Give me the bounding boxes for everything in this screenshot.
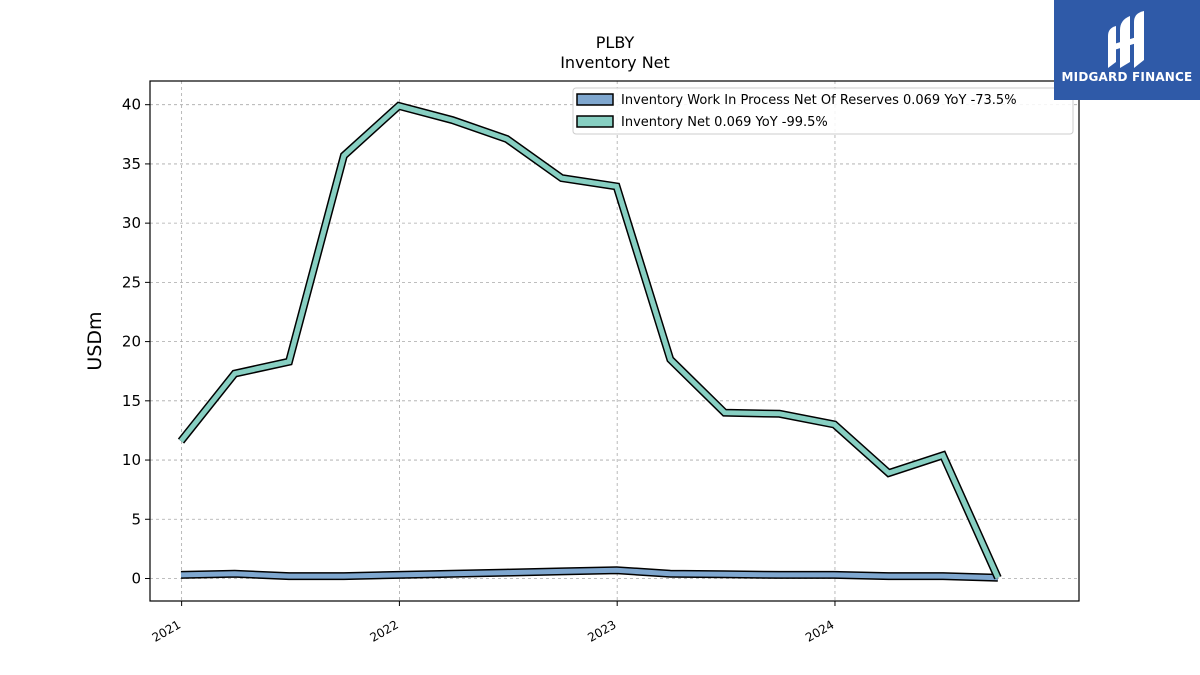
legend-label-inventory-net: Inventory Net 0.069 YoY -99.5% xyxy=(621,115,828,130)
y-tick-label: 40 xyxy=(122,96,141,114)
legend-box xyxy=(572,87,1074,135)
y-tick-label: 0 xyxy=(131,569,141,587)
x-tick-label: 2023 xyxy=(585,617,618,644)
y-tick-label: 5 xyxy=(131,510,141,528)
x-tick-label: 2024 xyxy=(803,617,836,644)
series-stroke xyxy=(179,103,1001,579)
brand-name: MIDGARD FINANCE xyxy=(1061,70,1193,84)
y-tick-label: 10 xyxy=(122,451,141,469)
y-tick-label: 15 xyxy=(122,392,141,410)
y-tick-label: 20 xyxy=(122,333,141,351)
y-axis-label: USDm xyxy=(84,311,106,370)
y-tick-label: 30 xyxy=(122,214,141,232)
chart-subtitle: Inventory Net xyxy=(560,53,670,72)
series-line-1 xyxy=(177,101,1002,580)
legend-swatch-inventory-net xyxy=(576,115,614,128)
y-tick-label: 35 xyxy=(122,155,141,173)
midgard-logo-icon xyxy=(1108,11,1144,68)
chart-title: PLBY xyxy=(596,33,635,52)
y-tick-label: 25 xyxy=(122,273,141,291)
legend: Inventory Work In Process Net Of Reserve… xyxy=(572,87,1074,135)
x-tick-label: 2021 xyxy=(150,617,183,644)
legend-label-wip: Inventory Work In Process Net Of Reserve… xyxy=(621,93,1017,108)
brand-logo: MIDGARD FINANCE xyxy=(1054,0,1200,100)
legend-swatch-wip xyxy=(576,93,614,106)
series-line-0 xyxy=(180,566,999,582)
x-tick-label: 2022 xyxy=(367,617,400,644)
plot-frame xyxy=(149,80,1080,602)
series-stroke xyxy=(180,567,998,581)
